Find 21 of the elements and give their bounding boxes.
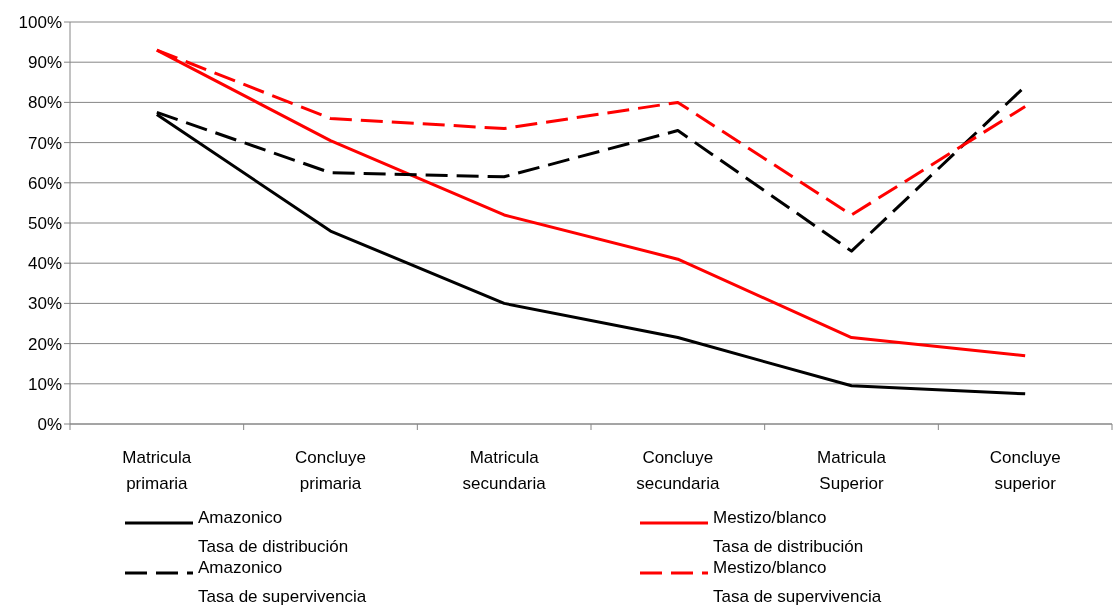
legend-label: Amazonico Tasa de supervivencia bbox=[198, 558, 367, 606]
y-tick-label: 70% bbox=[27, 133, 62, 153]
y-tick-label: 0% bbox=[37, 414, 62, 434]
x-tick-label: Concluye primaria bbox=[295, 448, 366, 493]
x-tick-label: Matricula secundaria bbox=[462, 448, 547, 493]
x-tick-label: Matricula Superior bbox=[817, 448, 887, 493]
x-tick-label: Concluye secundaria bbox=[636, 448, 720, 493]
legend-label: Mestizo/blanco Tasa de distribución bbox=[713, 508, 864, 556]
y-tick-label: 80% bbox=[27, 93, 62, 113]
y-tick-label: 10% bbox=[27, 374, 62, 394]
y-tick-label: 90% bbox=[27, 53, 62, 73]
legend-label: Amazonico Tasa de distribución bbox=[198, 508, 349, 556]
y-tick-label: 50% bbox=[27, 213, 62, 233]
x-tick-label: Matricula primaria bbox=[122, 448, 192, 493]
x-tick-label: Concluye superior bbox=[989, 448, 1061, 493]
y-tick-label: 100% bbox=[18, 12, 62, 32]
y-tick-label: 40% bbox=[27, 254, 62, 274]
y-tick-label: 30% bbox=[27, 294, 62, 314]
y-tick-label: 60% bbox=[27, 173, 62, 193]
legend-label: Mestizo/blanco Tasa de supervivencia bbox=[713, 558, 882, 606]
y-tick-label: 20% bbox=[27, 334, 62, 354]
